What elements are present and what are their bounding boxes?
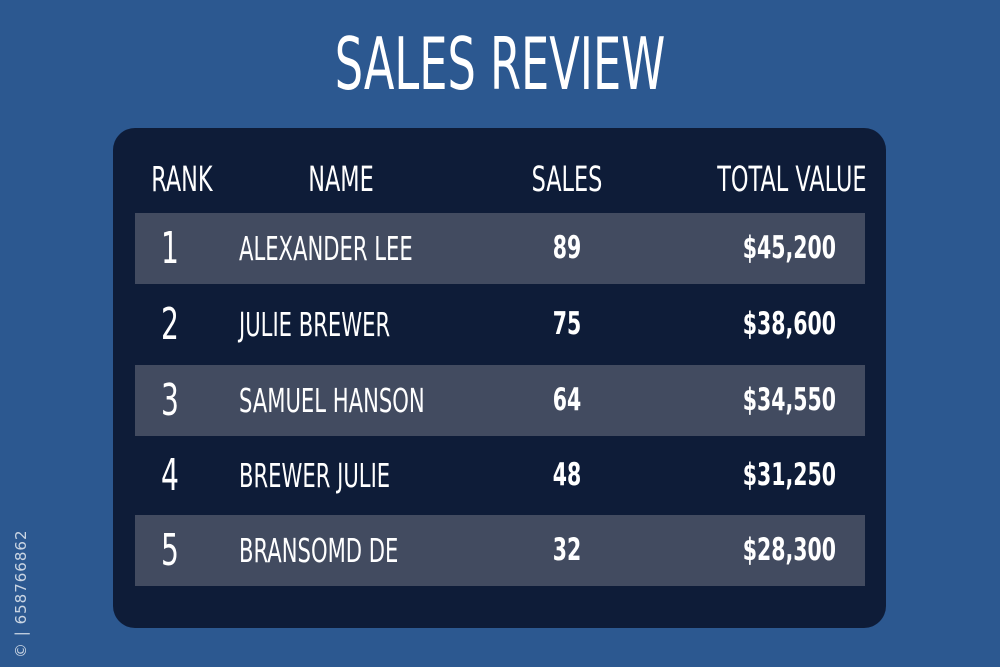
name-cell: SAMUEL HANSON (239, 381, 425, 420)
stock-id-watermark: © | 658766862 (12, 530, 30, 659)
watermark-prefix: © | (12, 624, 30, 658)
table-row: 4 BREWER JULIE 48 $31,250 (135, 440, 865, 511)
header-total-value: TOTAL VALUE (717, 160, 867, 200)
total-value-cell: $45,200 (742, 230, 836, 266)
name-cell: BRANSOMD DE (239, 531, 399, 570)
header-sales: SALES (531, 160, 603, 200)
total-value-cell: $38,600 (742, 306, 836, 342)
table-row: 1 ALEXANDER LEE 89 $45,200 (135, 213, 865, 284)
table-row: 2 JULIE BREWER 75 $38,600 (135, 289, 865, 360)
total-value-cell: $34,550 (742, 382, 836, 418)
sales-cell: 32 (552, 532, 582, 568)
rank-cell: 2 (161, 299, 179, 350)
sales-table-panel: RANK NAME SALES TOTAL VALUE 1 ALEXANDER … (113, 128, 886, 628)
total-value-cell: $28,300 (742, 532, 836, 568)
rank-cell: 3 (161, 375, 179, 426)
header-name: NAME (308, 160, 374, 200)
table-row: 5 BRANSOMD DE 32 $28,300 (135, 515, 865, 586)
watermark-id: 658766862 (12, 529, 30, 625)
sales-cell: 89 (552, 230, 582, 266)
header-rank: RANK (151, 160, 213, 200)
sales-cell: 48 (552, 457, 582, 493)
table-row: 3 SAMUEL HANSON 64 $34,550 (135, 365, 865, 436)
name-cell: BREWER JULIE (239, 456, 391, 495)
total-value-cell: $31,250 (742, 457, 836, 493)
page-title: SALES REVIEW (334, 22, 666, 106)
rank-cell: 1 (161, 223, 179, 274)
sales-cell: 64 (552, 382, 582, 418)
sales-cell: 75 (552, 306, 582, 342)
name-cell: ALEXANDER LEE (239, 229, 413, 268)
rank-cell: 5 (161, 525, 179, 576)
name-cell: JULIE BREWER (239, 305, 391, 344)
rank-cell: 4 (161, 450, 179, 501)
